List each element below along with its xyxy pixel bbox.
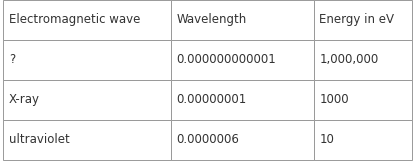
- Bar: [314, 40, 412, 80]
- Text: X-ray: X-ray: [9, 93, 40, 106]
- Text: 0.0000006: 0.0000006: [176, 133, 239, 146]
- Bar: [171, 120, 314, 160]
- Text: 1000: 1000: [320, 93, 349, 106]
- Text: Energy in eV: Energy in eV: [320, 14, 395, 26]
- Bar: [314, 120, 412, 160]
- Bar: [314, 0, 412, 40]
- Bar: [3, 40, 171, 80]
- Text: 10: 10: [320, 133, 334, 146]
- Text: Wavelength: Wavelength: [176, 14, 247, 26]
- Text: Electromagnetic wave: Electromagnetic wave: [9, 14, 141, 26]
- Bar: [3, 0, 171, 40]
- Bar: [171, 0, 314, 40]
- Bar: [3, 80, 171, 120]
- Bar: [3, 120, 171, 160]
- Text: 0.00000001: 0.00000001: [176, 93, 247, 106]
- Bar: [314, 80, 412, 120]
- Text: ?: ?: [9, 53, 15, 66]
- Text: 1,000,000: 1,000,000: [320, 53, 379, 66]
- Bar: [171, 80, 314, 120]
- Text: ultraviolet: ultraviolet: [9, 133, 70, 146]
- Bar: [171, 40, 314, 80]
- Text: 0.000000000001: 0.000000000001: [176, 53, 276, 66]
